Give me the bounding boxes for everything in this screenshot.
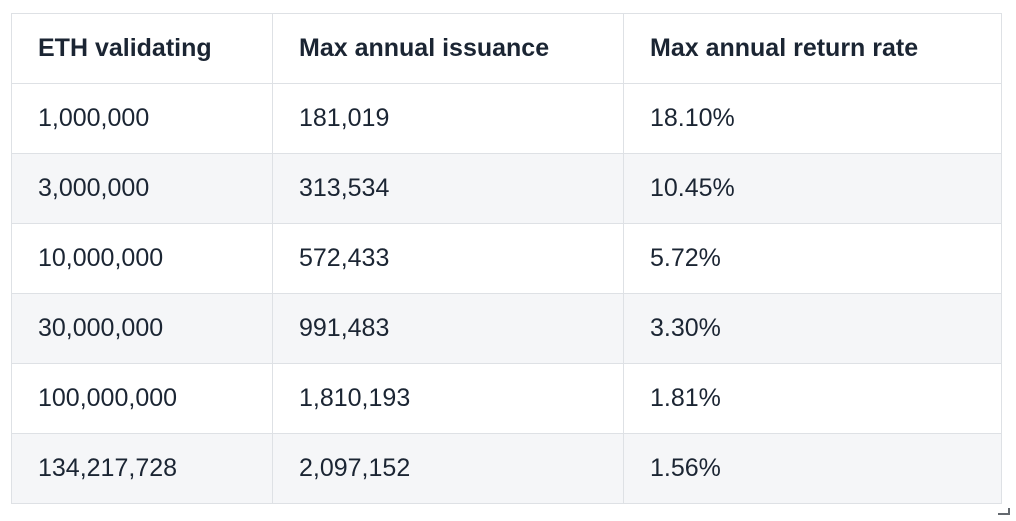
cell-eth-validating: 30,000,000: [11, 293, 273, 364]
cell-max-annual-issuance: 991,483: [272, 293, 624, 364]
cell-max-annual-issuance: 313,534: [272, 153, 624, 224]
cell-max-annual-return-rate: 5.72%: [623, 223, 1002, 294]
cell-eth-validating: 100,000,000: [11, 363, 273, 434]
cell-max-annual-return-rate: 1.56%: [623, 433, 1002, 504]
column-header-eth-validating: ETH validating: [11, 13, 273, 84]
table-row: 100,000,000 1,810,193 1.81%: [11, 363, 1002, 434]
cell-max-annual-return-rate: 1.81%: [623, 363, 1002, 434]
cell-max-annual-issuance: 2,097,152: [272, 433, 624, 504]
cell-eth-validating: 134,217,728: [11, 433, 273, 504]
cell-max-annual-issuance: 181,019: [272, 83, 624, 154]
table-header: ETH validating Max annual issuance Max a…: [11, 13, 1002, 84]
cell-max-annual-return-rate: 3.30%: [623, 293, 1002, 364]
cell-max-annual-return-rate: 18.10%: [623, 83, 1002, 154]
issuance-table-container: ETH validating Max annual issuance Max a…: [11, 13, 1002, 504]
cell-eth-validating: 10,000,000: [11, 223, 273, 294]
header-row: ETH validating Max annual issuance Max a…: [11, 13, 1002, 84]
corner-glyph-artifact: [998, 508, 1010, 515]
cell-max-annual-issuance: 1,810,193: [272, 363, 624, 434]
table-row: 10,000,000 572,433 5.72%: [11, 223, 1002, 294]
column-header-max-annual-issuance: Max annual issuance: [272, 13, 624, 84]
cell-eth-validating: 1,000,000: [11, 83, 273, 154]
table-row: 30,000,000 991,483 3.30%: [11, 293, 1002, 364]
cell-max-annual-return-rate: 10.45%: [623, 153, 1002, 224]
table-body: 1,000,000 181,019 18.10% 3,000,000 313,5…: [11, 83, 1002, 504]
column-header-max-annual-return-rate: Max annual return rate: [623, 13, 1002, 84]
cell-eth-validating: 3,000,000: [11, 153, 273, 224]
table-row: 3,000,000 313,534 10.45%: [11, 153, 1002, 224]
table-row: 1,000,000 181,019 18.10%: [11, 83, 1002, 154]
eth-issuance-table: ETH validating Max annual issuance Max a…: [11, 13, 1002, 504]
table-row: 134,217,728 2,097,152 1.56%: [11, 433, 1002, 504]
cell-max-annual-issuance: 572,433: [272, 223, 624, 294]
